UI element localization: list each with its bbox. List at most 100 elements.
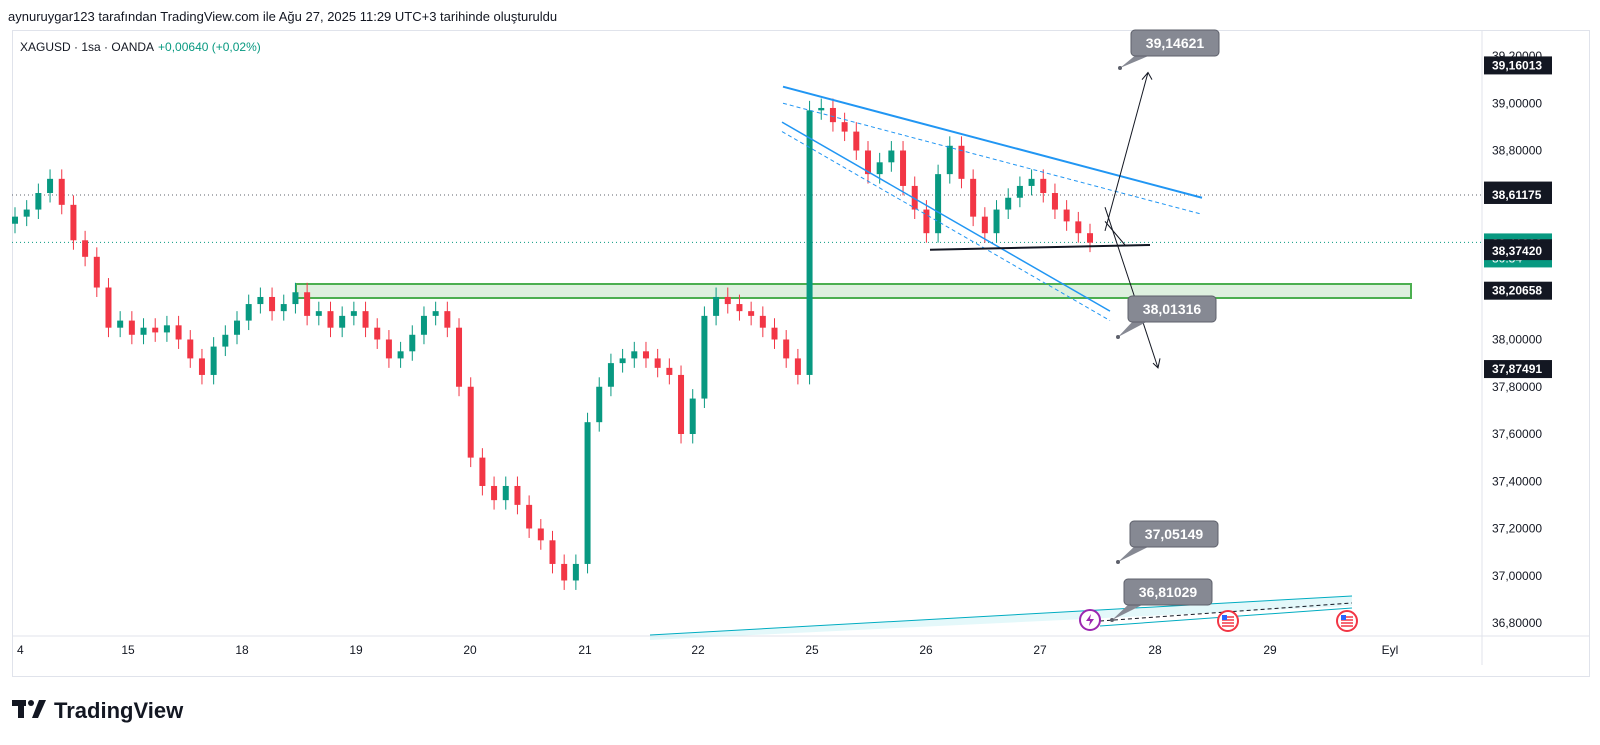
candle-body	[491, 485, 498, 501]
candle-body	[397, 351, 404, 359]
candle-body	[584, 422, 591, 564]
rising-channel-upper	[649, 595, 1353, 636]
candle-body	[374, 327, 381, 340]
annotation-box	[1130, 29, 1220, 57]
candle-body	[829, 107, 836, 123]
candle-body	[175, 325, 182, 340]
channel-upper-dashed	[782, 102, 1203, 215]
candle-body	[888, 150, 895, 163]
candle-body	[818, 107, 825, 111]
price-axis-badge-label: 37,87491	[1492, 362, 1542, 376]
symbol-legend[interactable]: XAGUSD · 1sa · OANDA +0,00640 (+0,02%)	[20, 40, 261, 54]
candle-body	[1063, 209, 1070, 222]
y-tick-label: 37,60000	[1492, 427, 1542, 441]
y-tick-label: 37,20000	[1492, 522, 1542, 536]
candle-body	[900, 150, 907, 186]
x-tick-label: 27	[1033, 643, 1047, 657]
tradingview-logo-icon	[12, 700, 46, 718]
candle-body	[958, 145, 965, 179]
candle-body	[245, 304, 252, 321]
candle-body	[12, 216, 18, 224]
x-tick-label: 18	[235, 643, 249, 657]
x-tick-label: 22	[691, 643, 705, 657]
candle-body	[935, 174, 942, 234]
x-tick-label: 15	[121, 643, 135, 657]
candle-body	[561, 563, 568, 581]
candle-body	[631, 351, 638, 359]
y-tick-label: 37,40000	[1492, 474, 1542, 488]
chart-frame	[12, 30, 1590, 677]
candle-body	[140, 327, 147, 335]
candle-body	[946, 145, 953, 175]
annotation-label: 37,05149	[1145, 526, 1204, 542]
candle-body	[841, 122, 848, 132]
candle-body	[607, 363, 614, 387]
candle-body	[315, 311, 322, 316]
price-axis-badge-label: 38,20658	[1492, 284, 1542, 298]
candle-body	[1075, 221, 1082, 234]
symbol-info: XAGUSD · 1sa · OANDA	[20, 40, 155, 54]
candle-body	[82, 240, 89, 257]
candle-body	[1016, 185, 1023, 198]
annotation-pointer	[1118, 545, 1152, 562]
candle-body	[689, 398, 696, 434]
support-line	[929, 244, 1151, 251]
x-tick-label: 25	[805, 643, 819, 657]
candle-body	[467, 386, 474, 458]
y-tick-label: 36,80000	[1492, 616, 1542, 630]
x-tick-label: 4	[17, 643, 24, 657]
annotation-box	[1129, 520, 1219, 548]
candle-body	[713, 296, 720, 316]
x-tick-label: Eyl	[1382, 643, 1399, 657]
candle-body	[152, 327, 159, 333]
candle-body	[70, 204, 77, 241]
x-tick-label: 28	[1148, 643, 1162, 657]
annotation-pointer	[1112, 603, 1146, 620]
annotation-pointer	[1120, 54, 1153, 68]
price-axis-badge-label: 38,61175	[1492, 188, 1542, 202]
rising-channel-fill	[650, 596, 1352, 640]
candle-body	[210, 346, 217, 375]
candle-body	[864, 150, 871, 175]
candle-body	[432, 311, 439, 316]
candle-body	[970, 178, 977, 217]
candle-body	[128, 320, 135, 335]
price-axis-badge	[1484, 281, 1552, 300]
annotation-label: 36,81029	[1139, 584, 1198, 600]
candle-body	[549, 540, 556, 564]
annotation-label: 39,14621	[1146, 35, 1205, 51]
candle-body	[479, 457, 486, 486]
tradingview-brand[interactable]: TradingView	[12, 698, 183, 724]
candle-body	[234, 320, 241, 335]
arrow-up-line	[1104, 72, 1149, 231]
candle-body	[748, 311, 755, 316]
candle-body	[35, 193, 42, 210]
y-tick-label: 38,80000	[1492, 144, 1542, 158]
annotation-dot	[1110, 618, 1114, 622]
candle-body	[678, 374, 685, 434]
x-tick-label: 20	[463, 643, 477, 657]
candle-body	[771, 327, 778, 340]
price-axis-badge-label: 39,16013	[1492, 58, 1542, 72]
chart-header-title: aynuruygar123 tarafından TradingView.com…	[8, 9, 558, 24]
candle-body	[654, 358, 661, 368]
candle-body	[514, 485, 521, 505]
candle-body	[385, 339, 392, 359]
candle-body	[572, 563, 579, 581]
channel-upper-line	[782, 85, 1203, 199]
x-tick-label: 19	[349, 643, 363, 657]
annotation-dot	[1118, 66, 1122, 70]
candle-body	[198, 358, 205, 375]
candle-body	[701, 315, 708, 399]
price-change: +0,00640 (+0,02%)	[158, 40, 261, 54]
candle-body	[642, 351, 649, 359]
annotation-label: 38,01316	[1143, 301, 1202, 317]
support-zone	[295, 283, 1412, 299]
candle-body	[362, 311, 369, 328]
lightning-glyph	[1086, 614, 1094, 626]
arrow-up-head	[1141, 71, 1153, 80]
candle-body	[93, 256, 100, 288]
us-flag-event-icon	[1336, 610, 1358, 632]
candle-body	[759, 315, 766, 328]
